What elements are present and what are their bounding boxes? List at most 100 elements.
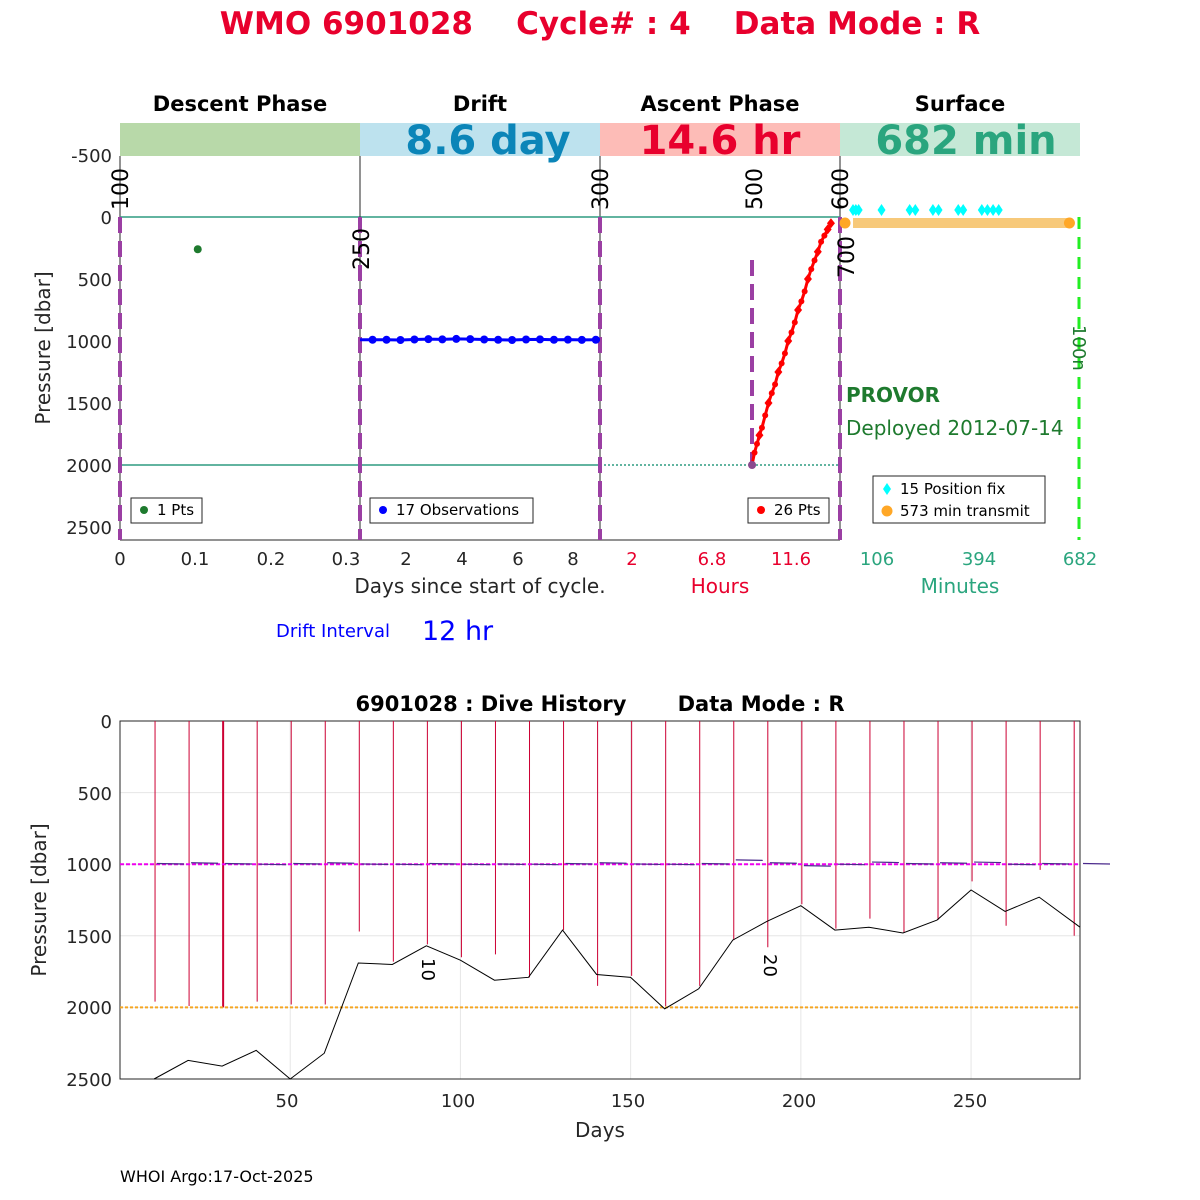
x-tick-minutes: 106 [860,549,894,570]
gps-point [911,204,920,216]
drift-pressure-segment [769,862,797,864]
legend-text: 1 Pts [157,501,194,519]
legend-box [872,475,1046,524]
drift-pressure-segment [905,862,933,865]
ascent-legend: 26 Pts [747,497,830,524]
deployed-date: Deployed 2012-07-14 [846,416,1064,440]
ascent-point [774,367,783,377]
drift-pressure-segment [191,862,219,864]
x-tick: 200 [782,1091,816,1112]
drift-series [360,334,600,345]
x-tick: 0.1 [181,549,210,570]
drift-point [508,336,517,345]
ascent-point [801,288,808,295]
gps-point [959,204,968,216]
x-tick-hours: 6.8 [698,549,727,570]
drift-pressure-segment [940,862,968,864]
drift-bar [360,123,600,156]
drift-point [382,335,391,344]
ascent-point [755,430,764,441]
drift-point [466,335,475,344]
drift-pressure-segment [293,862,321,865]
transmit-point [1063,217,1075,229]
ascent-point [753,440,760,447]
y-tick: 2500 [66,518,112,539]
drift-point [480,335,489,344]
drift-pressure-segment [871,861,899,864]
y-tick: 2500 [66,1070,112,1091]
drift-interval-value: 12 hr [422,616,494,647]
bottom-x-axis-label: Days [575,1118,625,1142]
drift-pressure-segment [837,863,865,866]
legend-marker-transmit [881,505,893,517]
drift-point [452,334,461,343]
drift-pressure-segment [259,863,287,866]
y-tick: -500 [71,146,112,167]
drift-point [536,335,544,344]
ascent-point [826,218,835,229]
drift-point [522,335,531,344]
x-tick: 0.2 [257,549,286,570]
descent-bar [120,123,360,156]
ascent-series [748,218,835,469]
gps-point [934,204,943,216]
ascent-point [794,305,803,315]
y-tick: 1000 [66,855,112,876]
legend-marker [757,506,765,514]
descent-series [193,245,202,254]
drift-legend: 17 Observations [369,497,534,524]
ascent-point [762,412,769,419]
y-tick: 1000 [66,332,112,353]
surface-bar [840,123,1080,156]
gps-point [928,204,937,216]
transmit-point [839,217,851,229]
max-depth-line [153,889,1081,1080]
x-tick: 0.3 [332,549,361,570]
marker-label: 700 [835,236,860,278]
drift-point [438,335,447,344]
drift-pressure-segment [1042,862,1070,865]
drift-pressure-segment [565,862,593,865]
ascent-point [764,398,773,408]
drift-point [563,335,572,344]
ascent-point [823,224,832,235]
drift-point [549,335,558,344]
surface-legend: 15 Position fix 573 min transmit [872,475,1046,524]
gps-point [989,204,998,216]
drift-pressure-segment [225,862,253,865]
y-tick: 500 [78,784,112,805]
x-tick: 100 [441,1091,475,1112]
x-label-hours: Hours [691,574,750,598]
ascent-point [751,449,758,456]
y-tick: 2000 [66,456,112,477]
drift-pressure-segment [327,862,355,864]
marker-label: 300 [589,168,614,210]
x-tick: 4 [456,549,467,570]
y-tick: 500 [78,270,112,291]
float-type: PROVOR [846,383,940,407]
x-tick-minutes: 682 [1063,549,1097,570]
drift-pressure-segment [633,863,661,866]
footer-credit: WHOI Argo:17-Oct-2025 [120,1167,314,1186]
drift-point [396,336,405,345]
y-tick: 1500 [66,394,112,415]
drift-point [591,335,600,344]
x-tick: 0 [114,549,125,570]
top-y-axis-label: Pressure [dbar] [31,271,55,424]
dive-history-title: 6901028 : Dive History Data Mode : R [355,692,844,716]
drift-pressure-segment [361,863,389,866]
top-y-ticks: -500 0 500 1000 1500 2000 2500 [66,146,112,539]
x-tick-hours: 11.6 [771,549,811,570]
gps-point [854,204,863,216]
phase-title-drift: Drift [453,92,507,116]
descent-legend: 1 Pts [130,497,203,524]
cycle-panel: Descent Phase Drift Ascent Phase Surface… [31,92,1097,647]
ascent-point [778,360,785,367]
drift-pressure-segment [429,862,457,865]
marker-label: 250 [350,228,375,270]
x-label-days: Days since start of cycle. [354,574,605,598]
surface-series [839,204,1075,229]
drift-pressure-segment [531,863,559,866]
ascent-point [791,319,798,326]
